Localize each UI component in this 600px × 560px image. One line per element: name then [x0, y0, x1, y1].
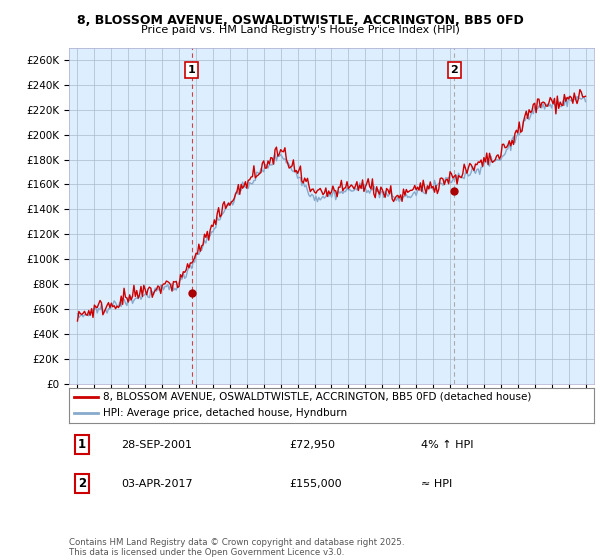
Text: £72,950: £72,950: [290, 440, 335, 450]
Text: 2: 2: [451, 65, 458, 75]
Text: £155,000: £155,000: [290, 479, 342, 489]
Text: 4% ↑ HPI: 4% ↑ HPI: [421, 440, 473, 450]
Text: ≈ HPI: ≈ HPI: [421, 479, 452, 489]
Text: 1: 1: [188, 65, 196, 75]
Text: 8, BLOSSOM AVENUE, OSWALDTWISTLE, ACCRINGTON, BB5 0FD: 8, BLOSSOM AVENUE, OSWALDTWISTLE, ACCRIN…: [77, 14, 523, 27]
Text: 1: 1: [78, 438, 86, 451]
Text: 03-APR-2017: 03-APR-2017: [121, 479, 193, 489]
Text: Price paid vs. HM Land Registry's House Price Index (HPI): Price paid vs. HM Land Registry's House …: [140, 25, 460, 35]
Text: 28-SEP-2001: 28-SEP-2001: [121, 440, 193, 450]
Text: HPI: Average price, detached house, Hyndburn: HPI: Average price, detached house, Hynd…: [103, 408, 347, 418]
Text: 8, BLOSSOM AVENUE, OSWALDTWISTLE, ACCRINGTON, BB5 0FD (detached house): 8, BLOSSOM AVENUE, OSWALDTWISTLE, ACCRIN…: [103, 392, 532, 402]
Text: Contains HM Land Registry data © Crown copyright and database right 2025.
This d: Contains HM Land Registry data © Crown c…: [69, 538, 404, 557]
Text: 2: 2: [78, 477, 86, 491]
